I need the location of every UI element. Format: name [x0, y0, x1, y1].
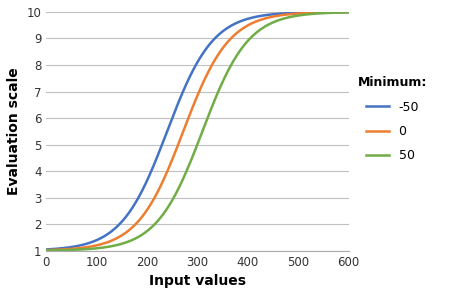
0	[190, 104, 196, 108]
-50	[282, 12, 287, 15]
50	[346, 11, 351, 14]
-50	[337, 10, 342, 14]
50	[190, 153, 196, 157]
50	[337, 11, 342, 14]
0	[59, 248, 65, 251]
-50	[182, 85, 188, 88]
X-axis label: Input values: Input values	[149, 274, 246, 288]
0	[337, 10, 342, 14]
50	[337, 11, 342, 14]
-50	[337, 10, 342, 14]
0	[282, 13, 287, 17]
-50	[59, 247, 65, 250]
-50	[346, 10, 351, 14]
Legend: -50, 0, 50: -50, 0, 50	[358, 76, 427, 162]
Y-axis label: Evaluation scale: Evaluation scale	[7, 68, 21, 195]
50	[59, 248, 65, 252]
0	[346, 10, 351, 14]
0	[182, 124, 188, 128]
50	[282, 17, 287, 20]
50	[43, 249, 49, 252]
Line: -50: -50	[46, 12, 349, 250]
50	[182, 172, 188, 176]
0	[337, 10, 342, 14]
-50	[43, 248, 49, 251]
-50	[190, 68, 196, 72]
Line: 0: 0	[46, 12, 349, 250]
Line: 50: 50	[46, 12, 349, 250]
0	[43, 248, 49, 252]
